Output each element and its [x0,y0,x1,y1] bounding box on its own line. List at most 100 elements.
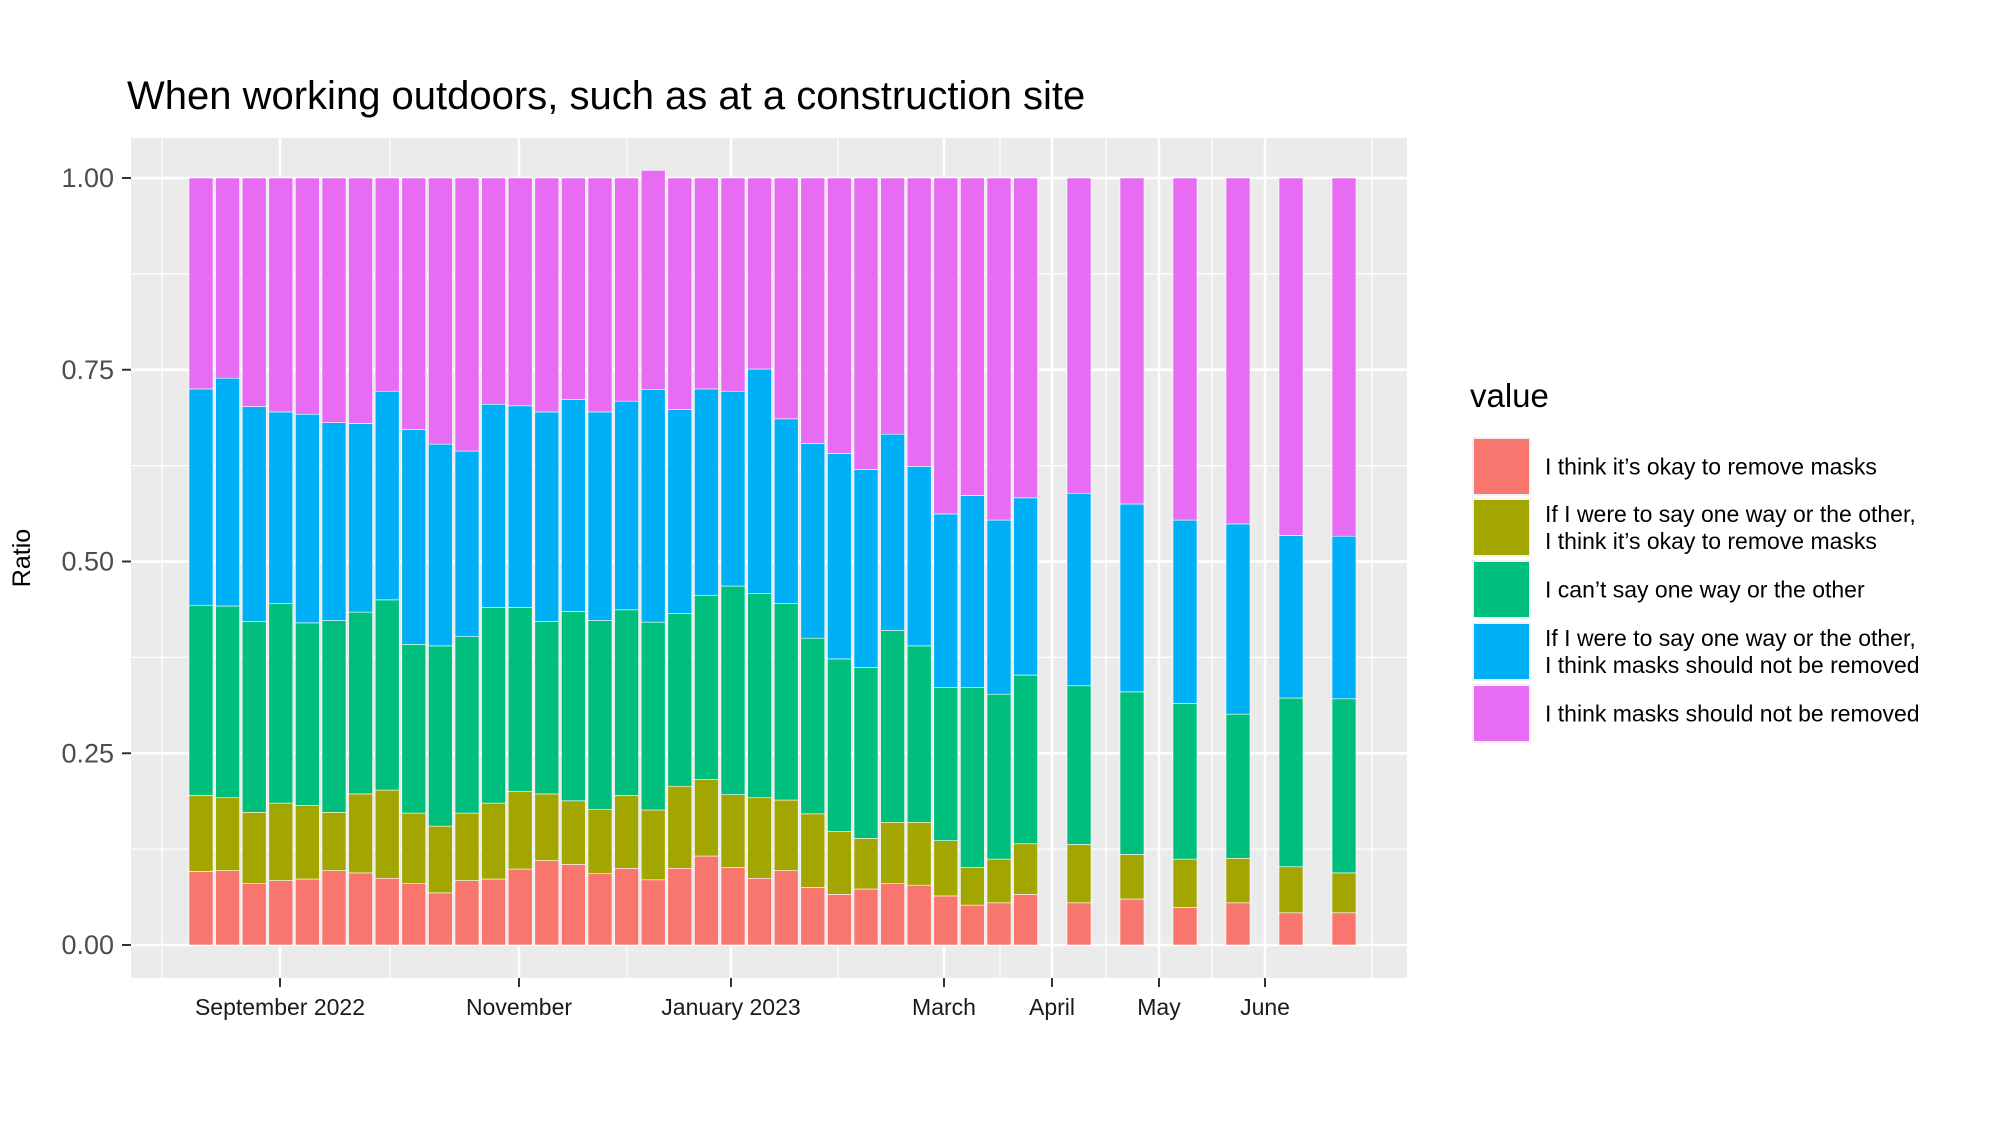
bar-segment [667,785,693,869]
bar-segment [614,177,639,402]
bar-segment [827,831,852,895]
bar-segment [1172,907,1198,946]
bar-segment [773,177,799,420]
bar-segment [348,872,373,946]
bar-segment [1013,843,1038,895]
bar-segment [1066,685,1092,845]
bar-segment [401,883,427,946]
bar-segment [268,177,294,413]
bar-segment [747,368,772,595]
bar-segment [587,177,613,413]
bar-segment [348,177,373,424]
bar-segment [321,870,347,946]
bar-segment [1119,177,1145,505]
bar-segment [215,797,240,871]
bar-segment [587,411,613,621]
bar-segment [188,795,214,872]
bar-segment [348,423,373,613]
bar-segment [215,870,240,946]
bar-segment [1066,902,1092,946]
bar-segment [800,813,826,888]
bar-segment [268,411,294,604]
bar-segment [295,622,320,806]
bar-segment [1013,674,1038,845]
bar-segment [747,797,772,879]
y-axis: 0.00 0.25 0.50 0.75 1.00 [61,163,131,960]
bar-segment [906,884,932,946]
bar-segment [295,878,320,946]
y-axis-title: Ratio [8,529,36,587]
bar-segment [215,177,240,379]
bar-segment [507,177,533,407]
bar-segment [1225,523,1251,715]
bar-segment [1278,866,1304,914]
bar-segment [241,883,267,946]
bar-segment [1172,177,1198,521]
legend-label: I think masks should not be removed [1545,652,1920,678]
x-tick-label: May [1137,994,1181,1020]
bar-segment [561,800,586,865]
bar-segment [694,594,719,780]
bar-segment [640,879,666,946]
bar-segment [827,658,852,832]
bar-segment [933,840,959,897]
bar-segment [1119,503,1145,693]
legend-swatch [1474,500,1529,555]
bar-segment [880,177,905,435]
bar-segment [986,858,1012,904]
y-tick-label: 0.75 [61,355,114,385]
bar-segment [188,177,214,390]
bar-segment [241,621,267,813]
legend-swatch [1474,439,1529,494]
legend-label: I think it’s okay to remove masks [1545,454,1877,480]
legend-label: I think it’s okay to remove masks [1545,528,1877,554]
bar-segment [1331,535,1357,700]
bar-segment [853,888,879,946]
bar-segment [1119,691,1145,855]
bar-segment [481,403,506,608]
bar-segment [507,405,533,608]
bar-segment [747,877,772,946]
bar-segment [986,177,1012,521]
bar-segment [720,867,746,946]
bar-segment [188,604,214,796]
bar-segment [401,812,427,884]
bar-segment [906,645,932,823]
bar-segment [374,789,400,879]
bar-segment [1013,497,1038,676]
bar-segment [800,887,826,946]
bar-segment [640,170,666,390]
bar-segment [933,513,959,688]
legend-title: value [1470,377,1549,414]
bar-segment [640,621,666,811]
bar-segment [933,686,959,841]
chart-title: When working outdoors, such as at a cons… [127,74,1085,118]
bar-segment [667,613,693,787]
bar-segment [374,599,400,791]
bar-segment [960,686,985,868]
bar-segment [268,802,294,881]
bar-segment [481,177,506,405]
bar-segment [1331,912,1357,946]
bar-segment [1278,697,1304,868]
legend-label: If I were to say one way or the other, [1545,501,1916,527]
bar-segment [295,413,320,624]
bar-segment [507,607,533,792]
bar-segment [1066,177,1092,494]
bar-segment [1066,844,1092,904]
bar-segment [534,177,560,413]
bar-segment [1119,898,1145,946]
bar-segment [667,867,693,946]
bar-segment [1119,854,1145,900]
bar-segment [587,808,613,874]
bar-segment [561,864,586,946]
x-tick-label: March [912,994,976,1020]
bar-segment [986,693,1012,860]
bar-segment [667,409,693,614]
bar-segment [880,821,905,884]
bar-segment [241,812,267,884]
bar-segment [268,880,294,946]
bar-segment [720,585,746,795]
